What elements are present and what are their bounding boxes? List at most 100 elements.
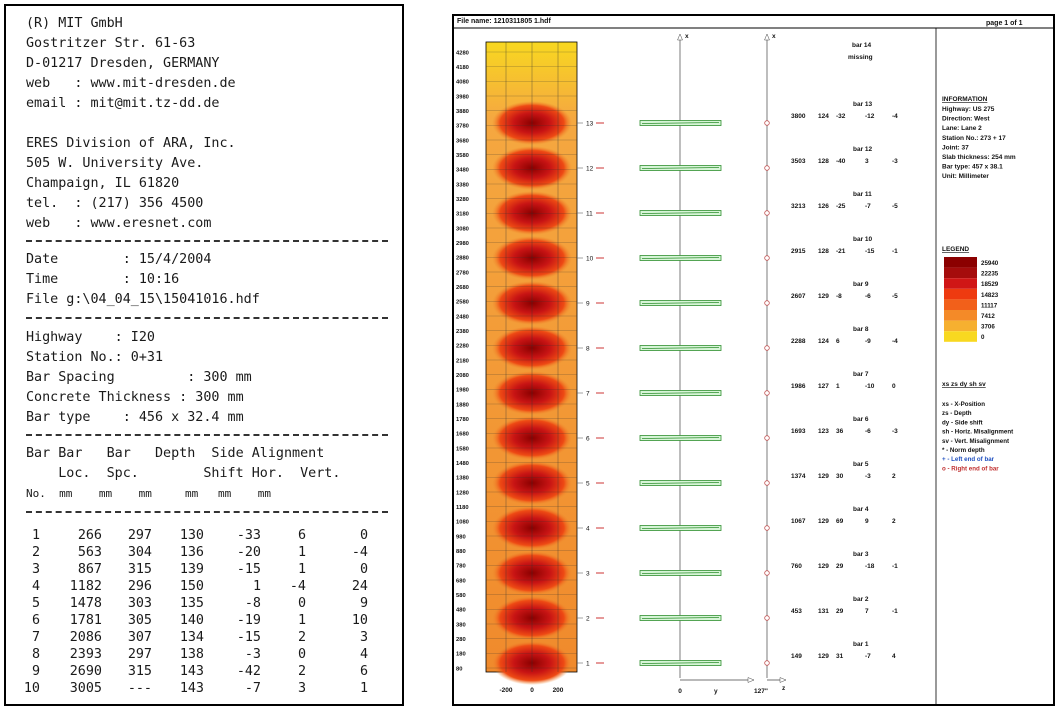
bar-missing-label: missing bbox=[848, 54, 873, 61]
bar-value: 1986 bbox=[791, 383, 806, 390]
bar-value: -7 bbox=[865, 203, 871, 210]
bar-value: -12 bbox=[865, 113, 875, 120]
bar-value: 36 bbox=[836, 428, 844, 435]
table-cell: 304 bbox=[127, 545, 152, 560]
bar-number-label: 4 bbox=[586, 525, 590, 532]
plan-axis-arrow bbox=[677, 33, 683, 41]
table-cell: 563 bbox=[77, 545, 102, 560]
bar-value: -18 bbox=[865, 563, 875, 570]
y-tick-label: 3680 bbox=[456, 138, 469, 144]
y-tick-label: 180 bbox=[456, 652, 466, 658]
dowel-bar-centerline bbox=[641, 617, 720, 619]
information-line: Joint: 37 bbox=[942, 144, 969, 151]
table-cell: --- bbox=[127, 681, 152, 696]
bar-value: 1374 bbox=[791, 473, 806, 480]
bar-label: bar 8 bbox=[853, 326, 869, 333]
y-tick-label: 2780 bbox=[456, 270, 469, 276]
information-line: Highway: US 275 bbox=[942, 106, 995, 113]
bar-value: 1693 bbox=[791, 428, 806, 435]
bar-number-label: 12 bbox=[586, 165, 594, 172]
dowel-bar-centerline bbox=[641, 662, 720, 664]
table-cell: 24 bbox=[351, 579, 368, 594]
x-tick-label: -200 bbox=[499, 687, 512, 694]
y-tick-label: 2280 bbox=[456, 344, 469, 350]
bar-value: -5 bbox=[892, 203, 898, 210]
bar-label: bar 6 bbox=[853, 416, 869, 423]
bar-number-label: 13 bbox=[586, 120, 594, 127]
table-cell: 138 bbox=[179, 647, 204, 662]
y-tick-label: 3580 bbox=[456, 153, 469, 159]
bar-value: 9 bbox=[865, 518, 869, 525]
bar-value: -10 bbox=[865, 383, 875, 390]
bar-label: bar 10 bbox=[853, 236, 873, 243]
x-tick-label: 200 bbox=[553, 687, 564, 694]
bar-value: -5 bbox=[892, 293, 898, 300]
station-line: Station No.: 0+31 bbox=[26, 350, 164, 365]
company-line-3: D-01217 Dresden, GERMANY bbox=[26, 56, 220, 71]
y-tick-label: 280 bbox=[456, 637, 466, 643]
table-cell: -8 bbox=[244, 596, 261, 611]
bar-value: 127 bbox=[818, 383, 829, 390]
bar-value: 6 bbox=[836, 338, 840, 345]
legend-value: 0 bbox=[981, 334, 985, 341]
table-cell: 297 bbox=[127, 528, 152, 543]
table-cell: 1 bbox=[359, 681, 368, 696]
divider bbox=[26, 511, 388, 513]
table-cell: 130 bbox=[179, 528, 204, 543]
table-cell: 266 bbox=[77, 528, 102, 543]
table-cell: 10 bbox=[351, 613, 368, 628]
table-cell: 3 bbox=[31, 562, 40, 577]
y-tick-label: 2080 bbox=[456, 373, 469, 379]
y-tick-label: 2980 bbox=[456, 241, 469, 247]
table-cell: 296 bbox=[127, 579, 152, 594]
bar-value: 0 bbox=[892, 383, 896, 390]
legend-title: LEGEND bbox=[942, 246, 969, 253]
information-line: Station No.: 273 + 17 bbox=[942, 135, 1006, 142]
y-tick-label: 3180 bbox=[456, 212, 469, 218]
bar-label: bar 4 bbox=[853, 506, 869, 513]
y-tick-label: 1580 bbox=[456, 446, 469, 452]
table-cell: 1 bbox=[252, 579, 261, 594]
report-graphic: 4280418040803980388037803680358034803380… bbox=[454, 27, 1053, 704]
y-tick-label: 80 bbox=[456, 666, 462, 672]
bar-value: 7 bbox=[865, 608, 869, 615]
bar-value: -3 bbox=[865, 473, 871, 480]
bar-type-line: Bar type : 456 x 32.4 mm bbox=[26, 410, 244, 425]
table-cell: 8 bbox=[31, 647, 40, 662]
bar-value: 149 bbox=[791, 653, 802, 660]
bar-end-marker bbox=[764, 570, 770, 576]
division-line-4: tel. : (217) 356 4500 bbox=[26, 196, 204, 211]
bar-value: 760 bbox=[791, 563, 802, 570]
bar-value: 453 bbox=[791, 608, 802, 615]
bar-value: -6 bbox=[865, 293, 871, 300]
table-cell: 3 bbox=[359, 630, 368, 645]
y-tick-label: 2880 bbox=[456, 256, 469, 262]
bar-end-marker bbox=[764, 120, 770, 126]
y-tick-label: 780 bbox=[456, 564, 466, 570]
table-cell: 303 bbox=[127, 596, 152, 611]
bar-label: bar 3 bbox=[853, 551, 869, 558]
table-cell: -33 bbox=[236, 528, 261, 543]
time-line: Time : 10:16 bbox=[26, 272, 180, 287]
table-cell: 1 bbox=[297, 613, 306, 628]
table-cell: -4 bbox=[351, 545, 368, 560]
table-cell: 7 bbox=[31, 630, 40, 645]
table-cell: 2690 bbox=[69, 664, 102, 679]
table-cell: 2 bbox=[297, 664, 306, 679]
bar-value: 1 bbox=[836, 383, 840, 390]
y-tick-label: 1980 bbox=[456, 388, 469, 394]
table-cell: 6 bbox=[31, 613, 40, 628]
y-tick-label: 1280 bbox=[456, 490, 469, 496]
table-cell: -4 bbox=[289, 579, 306, 594]
bar-value: 2 bbox=[892, 518, 896, 525]
table-cell: 2086 bbox=[69, 630, 102, 645]
bar-value: 129 bbox=[818, 563, 829, 570]
dowel-bar-centerline bbox=[641, 527, 720, 529]
bar-value: 128 bbox=[818, 248, 829, 255]
abbrev-line: o - Right end of bar bbox=[942, 465, 999, 472]
plan-y-axis-arrow bbox=[747, 677, 755, 683]
table-cell: 1 bbox=[31, 528, 40, 543]
division-line-3: Champaign, IL 61820 bbox=[26, 176, 180, 191]
bar-value: -15 bbox=[865, 248, 875, 255]
bar-value: -40 bbox=[836, 158, 846, 165]
